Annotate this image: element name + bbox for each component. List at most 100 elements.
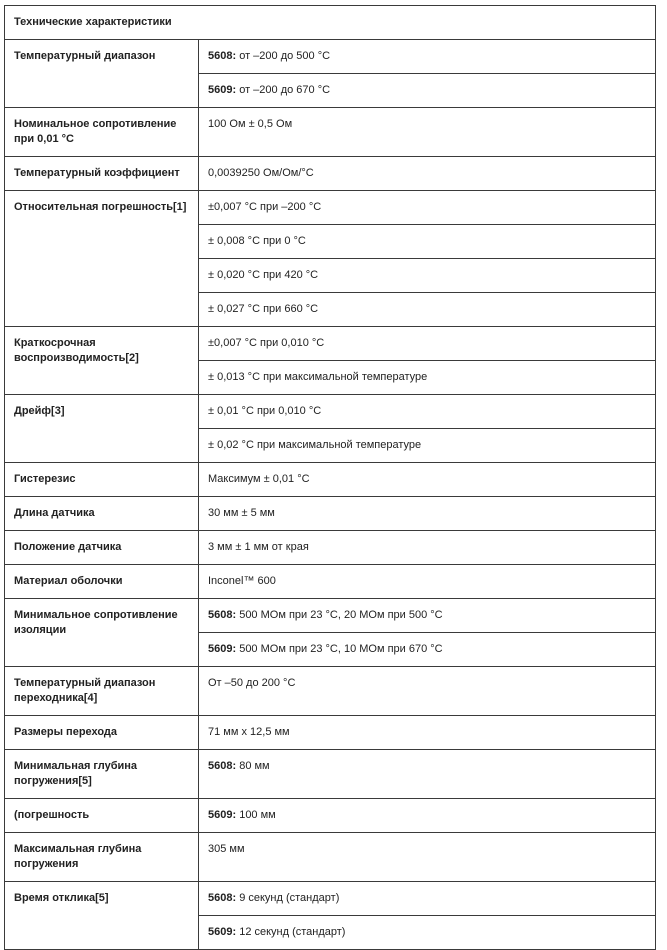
spec-value: 71 мм x 12,5 мм xyxy=(198,715,656,750)
spec-value: ± 0,02 °C при максимальной температуре xyxy=(198,428,656,463)
spec-value: ±0,007 °C при –200 °C xyxy=(198,190,656,225)
table-row: Дрейф[3] ± 0,01 °C при 0,010 °C xyxy=(4,394,656,463)
spec-label: Относительная погрешность[1] xyxy=(4,190,199,327)
spec-label: Номинальное сопротивление при 0,01 °C xyxy=(4,107,199,157)
value-text: 500 МОм при 23 °C, 10 МОм при 670 °C xyxy=(236,643,443,655)
value-text: ± 0,01 °C при 0,010 °C xyxy=(208,405,322,417)
spec-value: 5608: 500 МОм при 23 °C, 20 МОм при 500 … xyxy=(198,598,656,633)
table-row: Температурный диапазон переходника[4] От … xyxy=(4,666,656,716)
table-row: ± 0,008 °C при 0 °C xyxy=(5,224,656,259)
value-text: 3 мм ± 1 мм от края xyxy=(208,541,309,553)
spec-value: 5608: 80 мм xyxy=(198,749,656,799)
spec-value: 5609: 500 МОм при 23 °C, 10 МОм при 670 … xyxy=(198,632,656,667)
spec-value: 0,0039250 Ом/Ом/°C xyxy=(198,156,656,191)
spec-value: 305 мм xyxy=(198,832,656,882)
spec-label: Гистерезис xyxy=(4,462,199,497)
value-text: 71 мм x 12,5 мм xyxy=(208,726,290,738)
spec-label: Температурный коэффициент xyxy=(4,156,199,191)
value-text: от –200 до 500 °C xyxy=(236,50,331,62)
value-text: 12 секунд (стандарт) xyxy=(236,926,346,938)
table-header-row: Технические характеристики xyxy=(4,5,656,40)
spec-value: ±0,007 °C при 0,010 °C xyxy=(198,326,656,361)
table-row: Краткосрочная воспроизводимость[2] ±0,007… xyxy=(4,326,656,395)
spec-value: 3 мм ± 1 мм от края xyxy=(198,530,656,565)
spec-value: 5608: от –200 до 500 °C xyxy=(198,39,656,74)
spec-value: ± 0,008 °C при 0 °C xyxy=(198,224,656,259)
value-text: 9 секунд (стандарт) xyxy=(236,892,340,904)
value-text: ±0,007 °C при 0,010 °C xyxy=(208,337,325,349)
spec-label: Минимальная глубина погружения[5] xyxy=(4,749,199,799)
model-prefix: 5608: xyxy=(208,50,237,62)
table-row: Положение датчика 3 мм ± 1 мм от края xyxy=(4,530,656,565)
table-row: Относительная погрешность[1] ±0,007 °C пр… xyxy=(4,190,656,327)
table-title: Технические характеристики xyxy=(4,5,656,40)
spec-value: 5609: 100 мм xyxy=(198,798,656,833)
model-prefix: 5609: xyxy=(208,643,237,655)
value-text: Inconel™ 600 xyxy=(208,575,276,587)
table-row: ± 0,027 °C при 660 °C xyxy=(5,292,656,327)
table-row: 5609: 500 МОм при 23 °C, 10 МОм при 670 … xyxy=(5,632,656,667)
value-text: ± 0,02 °C при максимальной температуре xyxy=(208,439,422,451)
value-text: От –50 до 200 °C xyxy=(208,677,296,689)
table-row: ± 0,020 °C при 420 °C xyxy=(5,258,656,293)
value-text: от –200 до 670 °C xyxy=(236,84,331,96)
model-prefix: 5609: xyxy=(208,84,237,96)
spec-label: Максимальная глубина погружения xyxy=(4,832,199,882)
spec-label: Положение датчика xyxy=(4,530,199,565)
spec-value: ± 0,013 °C при максимальной температуре xyxy=(198,360,656,395)
spec-value: ± 0,01 °C при 0,010 °C xyxy=(198,394,656,429)
value-text: 30 мм ± 5 мм xyxy=(208,507,275,519)
spec-label: Минимальное сопротивление изоляции xyxy=(4,598,199,667)
value-text: Максимум ± 0,01 °C xyxy=(208,473,310,485)
table-row: Гистерезис Максимум ± 0,01 °C xyxy=(4,462,656,497)
model-prefix: 5608: xyxy=(208,892,237,904)
value-text: 100 Ом ± 0,5 Ом xyxy=(208,118,293,130)
spec-label: Материал оболочки xyxy=(4,564,199,599)
spec-value: От –50 до 200 °C xyxy=(198,666,656,716)
table-row: Минимальное сопротивление изоляции 5608: … xyxy=(4,598,656,667)
spec-value: ± 0,020 °C при 420 °C xyxy=(198,258,656,293)
spec-value: Максимум ± 0,01 °C xyxy=(198,462,656,497)
spec-label: Время отклика[5] xyxy=(4,881,199,950)
spec-value: 5609: 12 секунд (стандарт) xyxy=(198,915,656,950)
table-row: Материал оболочки Inconel™ 600 xyxy=(4,564,656,599)
spec-value: 5609: от –200 до 670 °C xyxy=(198,73,656,108)
table-row: Размеры перехода 71 мм x 12,5 мм xyxy=(4,715,656,750)
spec-label: Краткосрочная воспроизводимость[2] xyxy=(4,326,199,395)
table-row: Минимальная глубина погружения[5] 5608: 8… xyxy=(4,749,656,799)
value-text: ± 0,020 °C при 420 °C xyxy=(208,269,319,281)
spec-value: 100 Ом ± 0,5 Ом xyxy=(198,107,656,157)
table-row: Температурный коэффициент 0,0039250 Ом/Ом… xyxy=(4,156,656,191)
spec-label: Дрейф[3] xyxy=(4,394,199,463)
spec-label: (погрешность xyxy=(4,798,199,833)
table-row: ± 0,013 °C при максимальной температуре xyxy=(5,360,656,395)
spec-value: Inconel™ 600 xyxy=(198,564,656,599)
value-text: 100 мм xyxy=(236,809,276,821)
model-prefix: 5609: xyxy=(208,809,237,821)
spec-label: Температурный диапазон xyxy=(4,39,199,108)
model-prefix: 5608: xyxy=(208,760,237,772)
value-text: 305 мм xyxy=(208,843,245,855)
table-row: Время отклика[5] 5608: 9 секунд (стандарт… xyxy=(4,881,656,950)
specs-table: Технические характеристики Температурный… xyxy=(4,5,656,950)
model-prefix: 5608: xyxy=(208,609,237,621)
value-text: ± 0,013 °C при максимальной температуре xyxy=(208,371,428,383)
value-text: ± 0,008 °C при 0 °C xyxy=(208,235,306,247)
table-row: Номинальное сопротивление при 0,01 °C 100… xyxy=(4,107,656,157)
table-row: Максимальная глубина погружения 305 мм xyxy=(4,832,656,882)
value-text: 500 МОм при 23 °C, 20 МОм при 500 °C xyxy=(236,609,443,621)
model-prefix: 5609: xyxy=(208,926,237,938)
spec-value: 30 мм ± 5 мм xyxy=(198,496,656,531)
table-row: Температурный диапазон 5608: от –200 до 5… xyxy=(4,39,656,108)
spec-value: 5608: 9 секунд (стандарт) xyxy=(198,881,656,916)
value-text: ± 0,027 °C при 660 °C xyxy=(208,303,319,315)
spec-value: ± 0,027 °C при 660 °C xyxy=(198,292,656,327)
value-text: 0,0039250 Ом/Ом/°C xyxy=(208,167,314,179)
value-text: 80 мм xyxy=(236,760,270,772)
spec-label: Размеры перехода xyxy=(4,715,199,750)
spec-label: Длина датчика xyxy=(4,496,199,531)
table-row: Длина датчика 30 мм ± 5 мм xyxy=(4,496,656,531)
value-text: ±0,007 °C при –200 °C xyxy=(208,201,322,213)
table-row: (погрешность 5609: 100 мм xyxy=(4,798,656,833)
spec-label: Температурный диапазон переходника[4] xyxy=(4,666,199,716)
